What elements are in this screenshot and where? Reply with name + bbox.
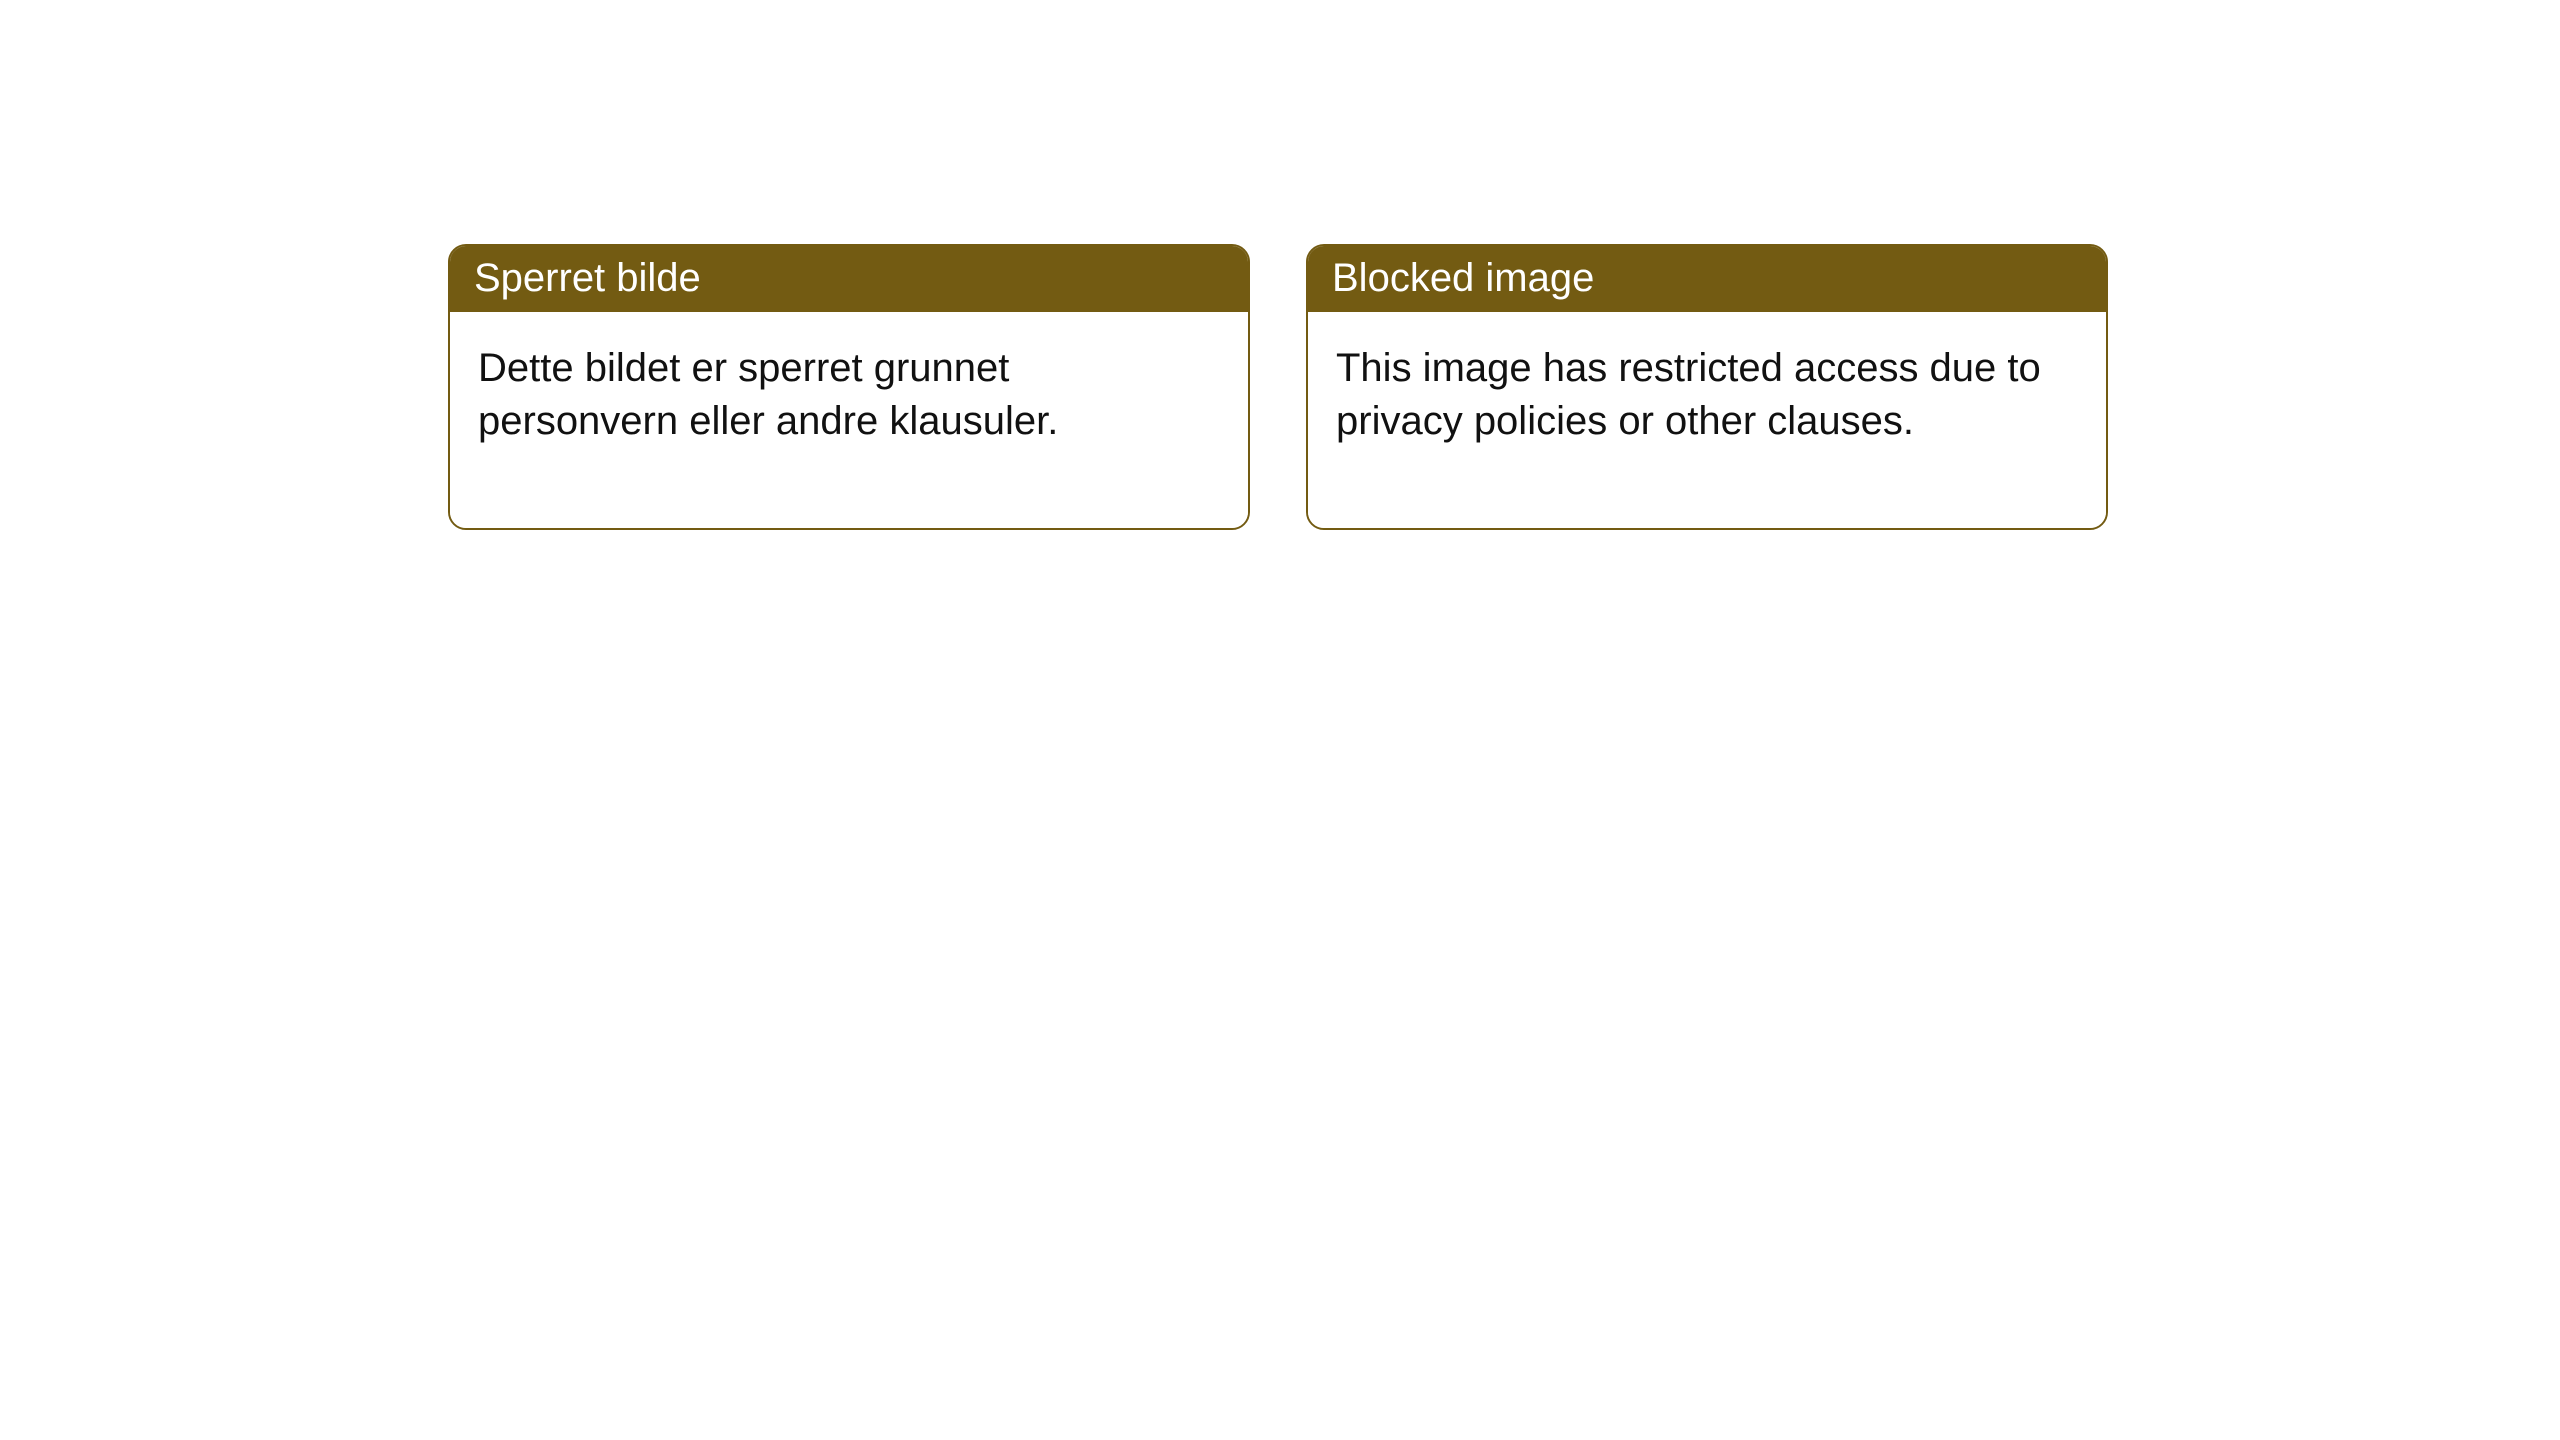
notice-card-body: This image has restricted access due to … [1308, 312, 2106, 528]
notice-card-header: Blocked image [1308, 246, 2106, 312]
notice-card-norwegian: Sperret bilde Dette bildet er sperret gr… [448, 244, 1250, 530]
notice-container: Sperret bilde Dette bildet er sperret gr… [0, 0, 2560, 530]
notice-card-english: Blocked image This image has restricted … [1306, 244, 2108, 530]
notice-card-header: Sperret bilde [450, 246, 1248, 312]
notice-card-body: Dette bildet er sperret grunnet personve… [450, 312, 1248, 528]
